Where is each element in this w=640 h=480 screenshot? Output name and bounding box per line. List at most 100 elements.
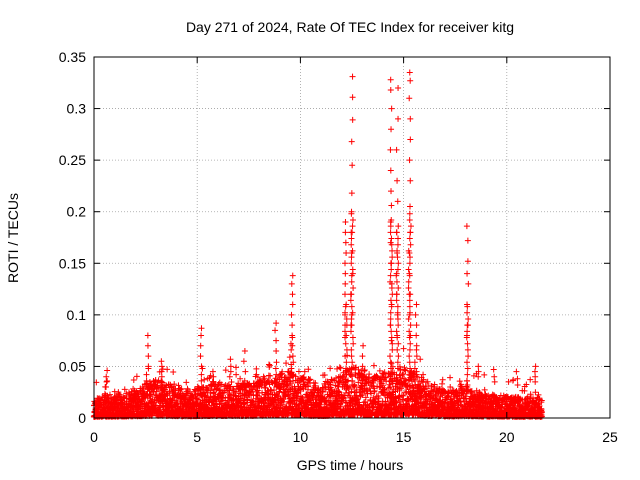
data-point [279,401,286,408]
data-point [349,223,356,230]
y-tick-label: 0.35 [59,49,86,65]
data-point [411,359,418,366]
data-point [349,359,356,366]
data-point [388,285,395,292]
data-point [388,334,395,341]
data-point [465,280,472,287]
data-point [195,396,202,403]
data-point [177,386,184,393]
data-point [532,363,539,370]
data-point [350,340,357,347]
data-point [413,322,420,329]
data-point [406,353,413,360]
data-point [406,303,413,310]
data-point [464,359,471,366]
data-point [342,291,349,298]
data-point [279,368,286,375]
data-point [295,402,302,409]
data-point [464,270,471,277]
data-point [405,278,412,285]
x-tick-label: 10 [293,429,309,445]
data-point [145,353,152,360]
data-point [347,291,354,298]
data-point [273,359,280,366]
data-point [348,303,355,310]
data-point [407,322,414,329]
data-point [115,389,122,396]
data-point [260,406,267,413]
data-point [210,373,217,380]
data-point [395,322,402,329]
data-point [348,190,355,197]
data-point [295,368,302,375]
data-point [405,315,412,322]
data-point [158,378,165,385]
data-point [349,94,356,101]
data-point [439,376,446,383]
data-point [531,368,538,375]
data-point [395,235,402,242]
data-point [447,374,454,381]
data-point [226,373,233,380]
data-point [103,384,110,391]
data-point [349,229,356,236]
data-point [347,322,354,329]
data-point [394,241,401,248]
data-point [348,138,355,145]
data-point [393,297,400,304]
data-point [285,392,292,399]
data-point [288,311,295,318]
data-point [226,383,233,390]
data-point [347,297,354,304]
data-point [286,354,293,361]
data-point [171,381,178,388]
data-point [143,371,150,378]
data-point [289,272,296,279]
data-point [240,358,247,365]
data-point [405,266,412,273]
data-point [481,371,488,378]
data-point [284,382,291,389]
data-point [286,395,293,402]
data-point [244,396,251,403]
data-point [406,235,413,242]
data-point [395,223,402,230]
data-point [273,320,280,327]
data-point [370,362,377,369]
data-point [464,322,471,329]
data-point [104,377,111,384]
data-point [389,254,396,261]
data-point [406,210,413,217]
data-points [90,69,545,420]
data-point [407,340,414,347]
data-point [412,311,419,318]
data-point [349,73,356,80]
y-tick-label: 0.2 [67,204,87,220]
y-tick-label: 0.3 [67,101,87,117]
x-tick-label: 15 [396,429,412,445]
data-point [395,84,402,91]
y-tick-label: 0 [78,410,86,426]
data-point [104,367,111,374]
data-point [349,266,356,273]
data-point [465,353,472,360]
data-point [388,126,395,133]
data-point [337,365,344,372]
data-point [406,328,413,335]
data-point [183,379,190,386]
data-point [280,398,287,405]
data-point [342,270,349,277]
x-tick-label: 25 [602,429,618,445]
data-point [228,378,235,385]
data-point [406,260,413,267]
data-point [491,378,498,385]
data-point [464,346,471,353]
data-point [394,303,401,310]
data-point [389,340,396,347]
data-point [407,136,414,143]
data-point [133,373,140,380]
data-point [197,353,204,360]
data-point [301,368,308,375]
data-point [359,353,366,360]
data-point [387,167,394,174]
